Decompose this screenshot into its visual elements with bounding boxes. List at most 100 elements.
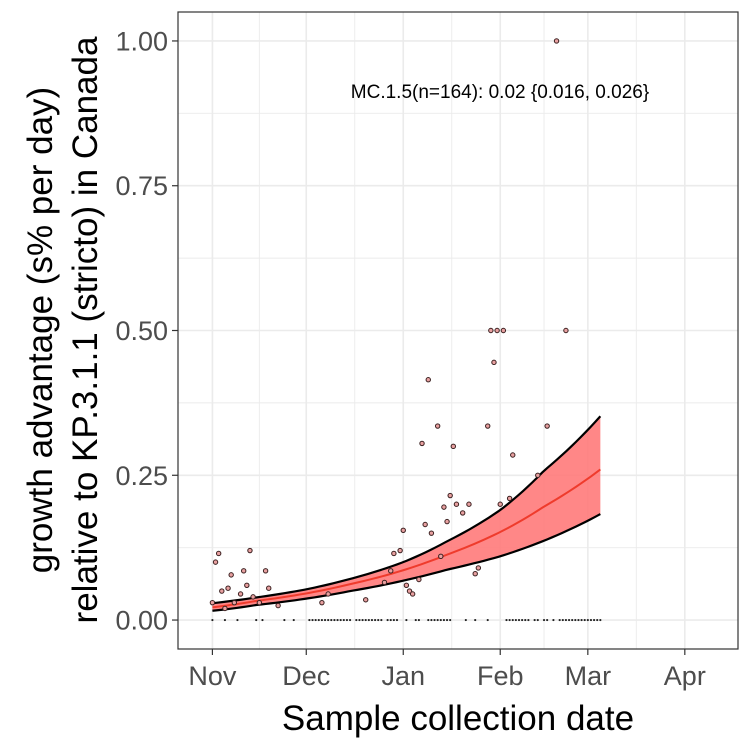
data-point <box>403 582 410 588</box>
ci-upper-line <box>212 415 602 605</box>
data-point <box>262 568 269 574</box>
data-point <box>381 579 388 586</box>
data-point <box>500 327 507 334</box>
data-point <box>553 38 560 44</box>
zero-point <box>367 618 370 622</box>
data-point <box>491 359 497 366</box>
zero-point <box>445 618 449 622</box>
zero-point <box>333 618 336 622</box>
y-tick-label: 1.00 <box>115 26 168 56</box>
zero-point <box>511 618 514 622</box>
y-tick-label: 0.25 <box>115 461 168 491</box>
zero-point <box>580 618 583 622</box>
zero-point <box>320 618 324 622</box>
zero-point <box>339 618 342 622</box>
zero-point <box>564 618 568 622</box>
zero-point <box>308 618 311 622</box>
data-point <box>447 492 453 499</box>
data-point <box>488 327 494 334</box>
zero-point <box>552 618 555 622</box>
data-points <box>209 38 569 612</box>
zero-point <box>427 618 430 622</box>
zero-point <box>542 618 546 622</box>
data-point <box>209 599 216 606</box>
data-point <box>319 599 325 606</box>
data-point <box>231 599 238 606</box>
y-tick-label: 0.50 <box>115 316 168 346</box>
data-point <box>444 518 450 525</box>
zero-points <box>211 618 602 622</box>
data-point <box>240 568 247 574</box>
data-point <box>409 591 416 597</box>
zero-point <box>261 618 264 622</box>
zero-point <box>521 618 524 622</box>
data-point <box>506 495 513 502</box>
zero-point <box>345 618 349 622</box>
zero-point <box>583 618 586 622</box>
x-axis: Nov Dec Jan Feb Mar Apr <box>188 649 706 691</box>
data-point <box>475 565 482 571</box>
zero-point <box>546 618 549 622</box>
data-point <box>215 550 222 557</box>
y-axis: 0.00 0.25 0.50 0.75 1.00 <box>115 26 178 636</box>
zero-point <box>517 618 521 622</box>
data-point <box>438 553 444 560</box>
data-point <box>419 440 425 447</box>
x-tick-label: Dec <box>282 661 330 691</box>
zero-point <box>355 618 358 622</box>
zero-point <box>430 618 433 622</box>
data-point <box>416 576 422 583</box>
zero-point <box>514 618 517 622</box>
zero-point <box>508 618 511 622</box>
data-point <box>535 472 541 478</box>
zero-point <box>436 618 439 622</box>
zero-point <box>370 618 374 622</box>
estimate-annotation: MC.1.5(n=164): 0.02 {0.016, 0.026} <box>351 82 649 103</box>
zero-point <box>342 618 345 622</box>
data-point <box>250 594 256 600</box>
zero-point <box>380 618 383 622</box>
data-point <box>244 582 250 588</box>
zero-point <box>236 618 239 622</box>
zero-point <box>414 618 417 622</box>
y-tick-label: 0.00 <box>115 606 168 636</box>
zero-point <box>505 618 508 622</box>
zero-point <box>336 618 339 622</box>
data-point <box>363 597 369 603</box>
zero-point <box>314 618 317 622</box>
zero-point <box>486 618 489 622</box>
zero-point <box>577 618 580 622</box>
zero-point <box>373 618 377 622</box>
data-point <box>485 423 491 429</box>
zero-point <box>558 618 561 622</box>
data-point <box>406 588 413 594</box>
data-point <box>459 510 466 516</box>
zero-point <box>392 618 395 622</box>
zero-point <box>292 618 295 622</box>
zero-point <box>211 618 214 622</box>
zero-point <box>323 618 327 622</box>
data-point <box>212 559 219 565</box>
zero-point <box>348 618 352 622</box>
data-point <box>388 568 394 574</box>
y-axis-title-line-2: relative to KP.3.1.1 (stricto) in Canada <box>66 36 105 623</box>
zero-point <box>433 618 436 622</box>
zero-point <box>255 618 258 622</box>
grid-lines <box>178 12 738 649</box>
data-point <box>237 591 244 597</box>
zero-point <box>327 618 330 622</box>
zero-point <box>283 618 286 622</box>
data-point <box>219 588 225 594</box>
zero-point <box>439 618 442 622</box>
zero-point <box>586 618 589 622</box>
data-point <box>450 443 457 450</box>
data-point <box>266 585 272 591</box>
x-tick-label: Jan <box>381 661 425 691</box>
zero-point <box>533 618 536 622</box>
confidence-ribbon <box>212 416 601 611</box>
zero-point <box>474 618 477 622</box>
zero-point <box>417 618 420 622</box>
data-point <box>441 504 447 510</box>
zero-point <box>377 618 380 622</box>
zero-point <box>567 618 571 622</box>
